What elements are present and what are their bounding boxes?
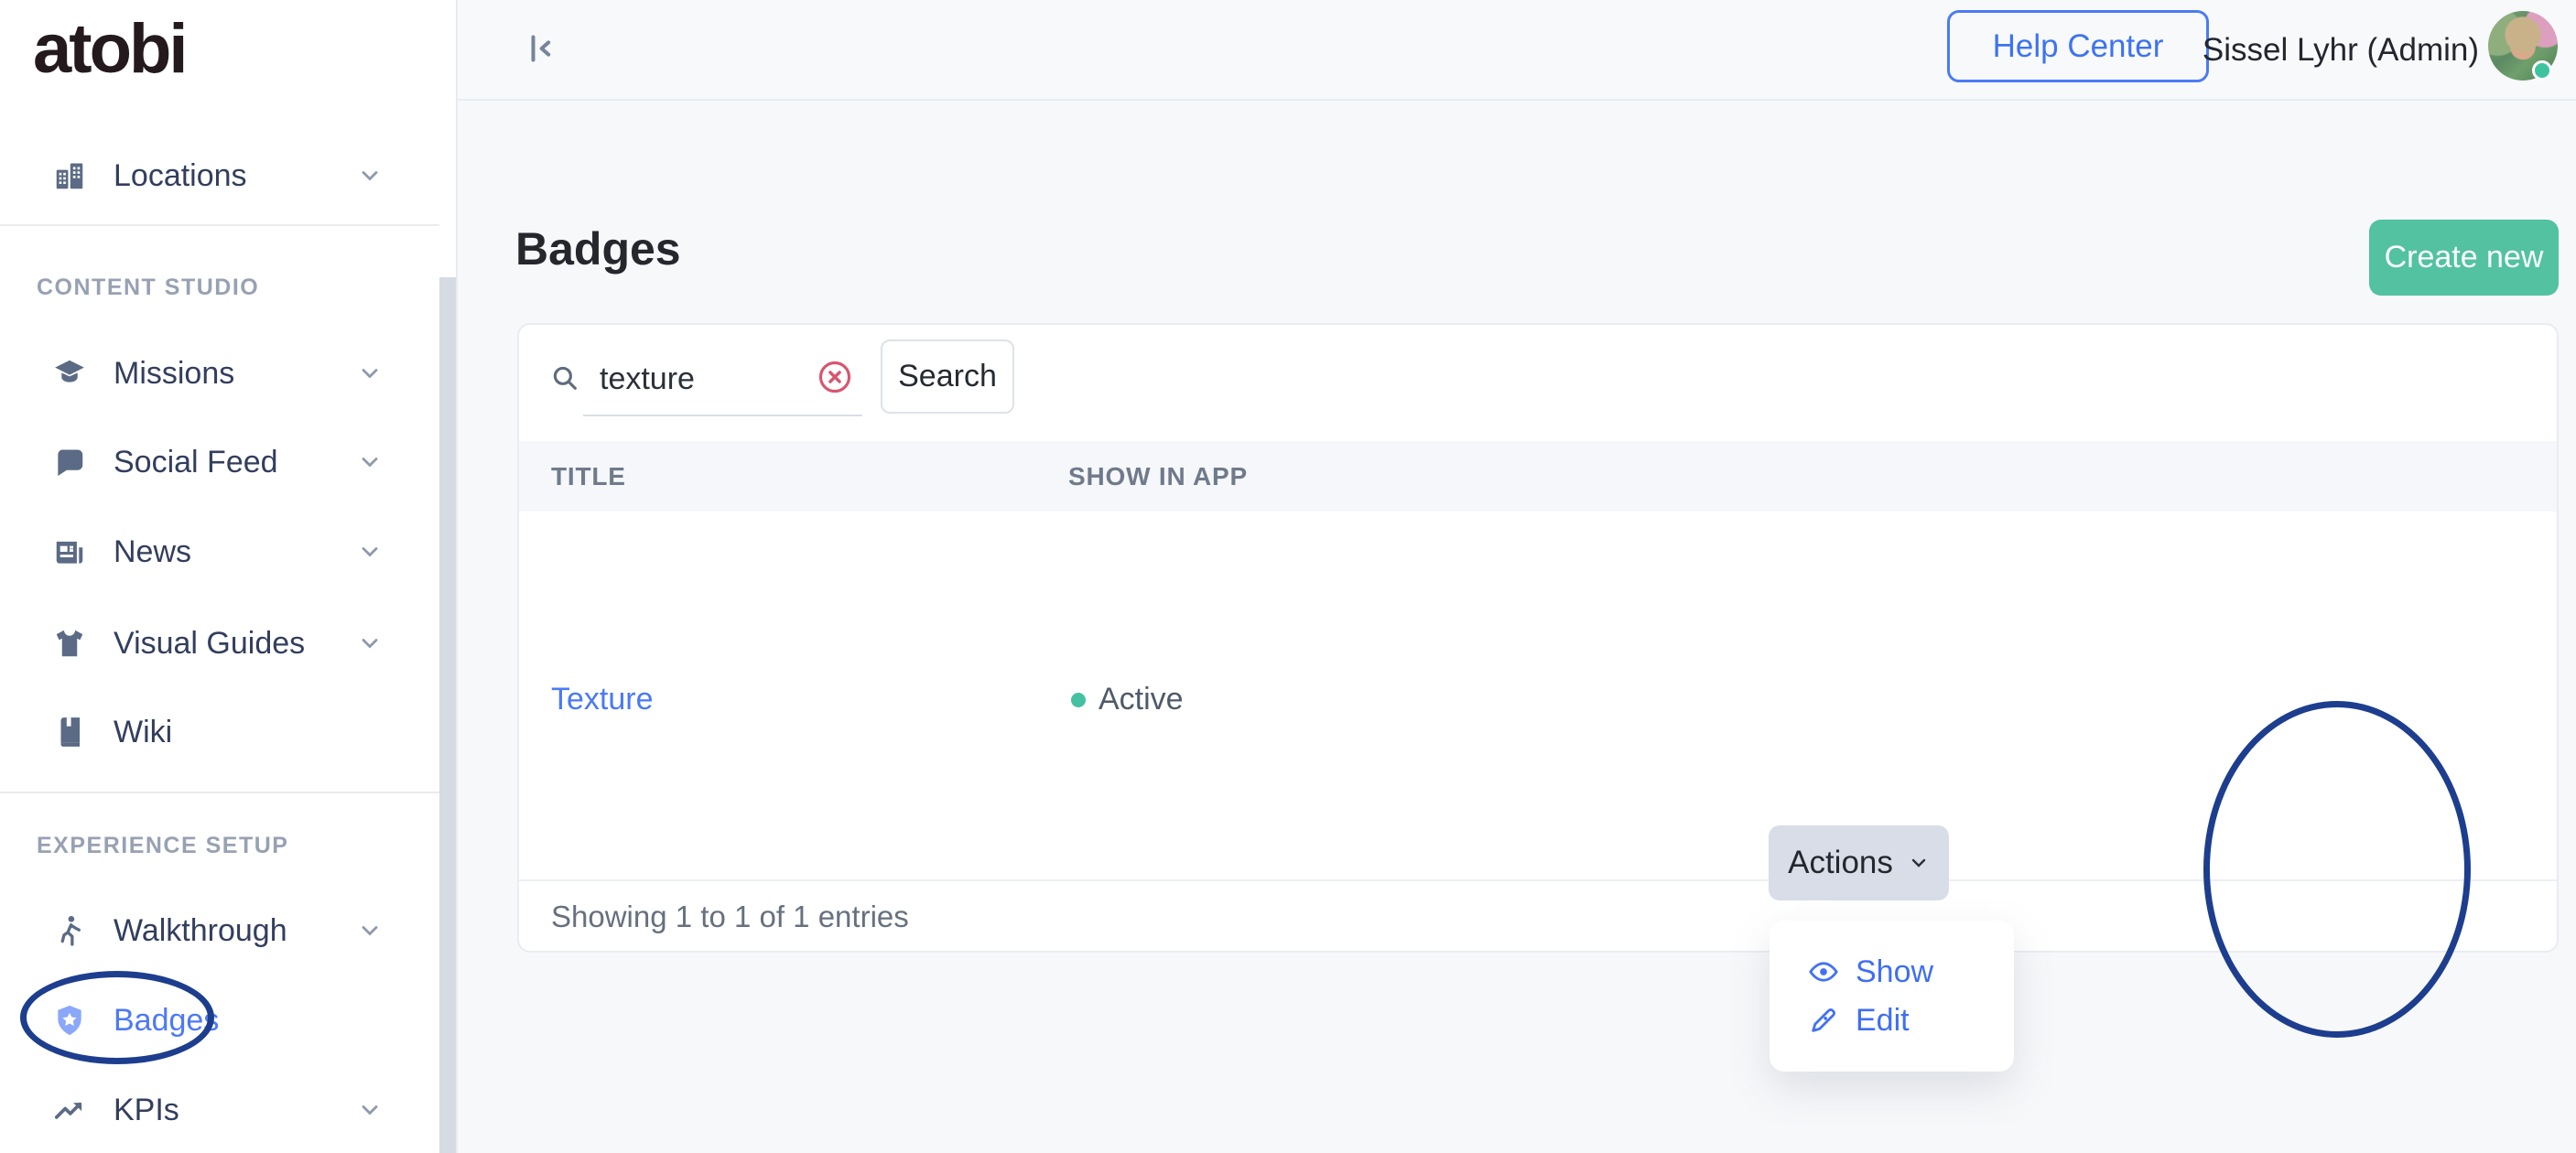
topbar: Help Center Sissel Lyhr (Admin): [458, 0, 2576, 101]
walking-person-icon: [51, 912, 88, 949]
table-header-row: TITLE SHOW IN APP: [519, 441, 2557, 512]
column-header-title: TITLE: [551, 461, 626, 490]
badge-title-link[interactable]: Texture: [551, 682, 654, 717]
user-name[interactable]: Sissel Lyhr (Admin): [2202, 32, 2479, 68]
chevron-down-icon: [357, 630, 383, 656]
column-header-show-in-app: SHOW IN APP: [1068, 461, 1248, 490]
sidebar-item-label: News: [114, 533, 192, 569]
graduation-cap-icon: [51, 355, 88, 392]
section-label-experience-setup: EXPERIENCE SETUP: [37, 833, 289, 858]
sidebar-divider: [0, 792, 439, 793]
actions-button[interactable]: Actions: [1769, 825, 1949, 900]
shield-star-icon: [51, 1002, 88, 1039]
active-status-dot: [1071, 692, 1086, 707]
sidebar-scrollbar[interactable]: [439, 277, 456, 1153]
search-icon: [549, 362, 580, 393]
atobi-logo[interactable]: atobi: [33, 10, 189, 88]
main-content: Badges Create new Search TITLE SHOW IN A…: [458, 101, 2576, 1153]
avatar[interactable]: [2488, 11, 2558, 81]
create-new-button[interactable]: Create new: [2369, 220, 2559, 296]
sidebar-item-label: Visual Guides: [114, 625, 306, 661]
sidebar-item-kpis[interactable]: KPIs: [0, 1079, 439, 1141]
sidebar-item-news[interactable]: News: [0, 521, 439, 583]
search-input[interactable]: [583, 343, 862, 416]
chevron-down-icon: [357, 918, 383, 943]
sidebar-item-locations[interactable]: Locations: [0, 145, 439, 207]
chevron-down-icon: [357, 449, 383, 475]
chevron-down-icon: [357, 361, 383, 386]
sidebar-item-badges[interactable]: Badges: [0, 989, 439, 1051]
book-icon: [51, 714, 88, 750]
table-summary: Showing 1 to 1 of 1 entries: [551, 900, 909, 933]
collapse-sidebar-icon[interactable]: [522, 30, 558, 70]
sidebar-item-label: Badges: [114, 1002, 220, 1038]
chevron-down-icon: [357, 1097, 383, 1123]
sidebar-item-label: Social Feed: [114, 444, 278, 480]
table-row: Texture Active Actions Show Edit: [519, 512, 2557, 1072]
search-button[interactable]: Search: [881, 339, 1014, 414]
sidebar-item-wiki[interactable]: Wiki: [0, 701, 439, 763]
section-label-content-studio: CONTENT STUDIO: [37, 275, 260, 300]
chevron-down-icon: [357, 163, 383, 189]
sidebar-item-label: Missions: [114, 355, 235, 391]
trend-up-icon: [51, 1092, 88, 1128]
chevron-down-icon: [357, 539, 383, 565]
sidebar-item-visual-guides[interactable]: Visual Guides: [0, 612, 439, 674]
menu-item-edit[interactable]: Edit: [1808, 1003, 2014, 1039]
clear-search-icon[interactable]: [817, 360, 852, 394]
sidebar-item-social-feed[interactable]: Social Feed: [0, 431, 439, 493]
sidebar-item-missions[interactable]: Missions: [0, 342, 439, 404]
sidebar-item-label: Wiki: [114, 714, 173, 749]
eye-icon: [1809, 962, 1838, 982]
chevron-down-icon: [1911, 858, 1926, 867]
sidebar-item-label: Locations: [114, 157, 247, 193]
sidebar: atobi Locations CONTENT STUDIO Missions …: [0, 0, 458, 1153]
actions-dropdown-menu: Show Edit: [1770, 921, 2014, 1072]
sidebar-divider: [0, 224, 439, 226]
status-badge: Active: [1071, 682, 1184, 717]
chat-bubble-icon: [51, 444, 88, 480]
newspaper-icon: [51, 533, 88, 570]
sidebar-item-label: Walkthrough: [114, 912, 287, 948]
online-status-dot: [2532, 60, 2552, 81]
menu-item-show[interactable]: Show: [1808, 954, 2014, 990]
building-icon: [51, 157, 88, 194]
sidebar-item-label: KPIs: [114, 1092, 179, 1127]
sidebar-item-walkthrough[interactable]: Walkthrough: [0, 900, 439, 962]
tshirt-icon: [51, 625, 88, 662]
page-title: Badges: [515, 223, 681, 275]
help-center-button[interactable]: Help Center: [1947, 10, 2209, 82]
badges-table-card: Search TITLE SHOW IN APP Texture Active …: [517, 323, 2559, 1072]
pen-icon: [1812, 1008, 1835, 1032]
